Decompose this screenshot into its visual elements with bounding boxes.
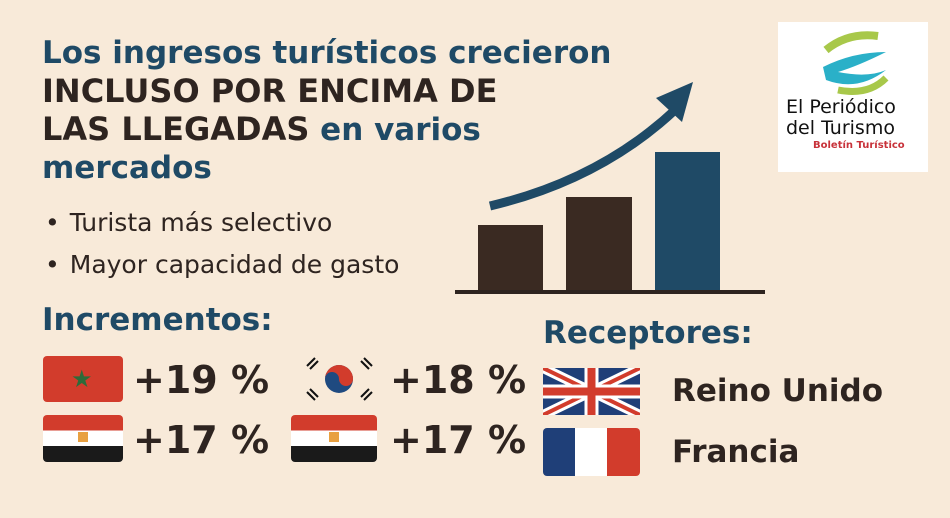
increments-heading: Incrementos: bbox=[42, 302, 273, 338]
morocco-flag: ★ bbox=[43, 356, 123, 402]
headline: Los ingresos turísticos crecieron INCLUS… bbox=[42, 34, 611, 187]
arrow-head-icon bbox=[656, 82, 693, 122]
growth-chart-illustration bbox=[455, 82, 765, 294]
globe-arrows-icon bbox=[823, 31, 889, 95]
trend-arrow bbox=[488, 106, 679, 211]
bullet-item: Turista más selectivo bbox=[45, 208, 333, 237]
headline-line-3-bold: LAS LLEGADAS bbox=[42, 110, 310, 148]
logo-line-2: del Turismo bbox=[786, 117, 895, 139]
egypt-flag bbox=[43, 415, 123, 462]
egypt-flag bbox=[291, 415, 377, 462]
bar bbox=[478, 225, 543, 292]
increment-value: +17 % bbox=[133, 418, 270, 462]
bar bbox=[566, 197, 632, 292]
bullet-item: Mayor capacidad de gasto bbox=[45, 250, 400, 279]
logo: El Periódico del Turismo Boletín Turísti… bbox=[778, 22, 928, 172]
increment-value: +17 % bbox=[390, 418, 527, 462]
receptor-name: Francia bbox=[672, 434, 800, 470]
bar bbox=[655, 152, 720, 292]
logo-line-1: El Periódico bbox=[786, 96, 896, 118]
increment-value: +19 % bbox=[133, 358, 270, 402]
receptors-heading: Receptores: bbox=[543, 315, 753, 351]
france-flag bbox=[543, 428, 640, 476]
headline-line-1: Los ingresos turísticos crecieron bbox=[42, 35, 612, 71]
south-korea-flag bbox=[306, 357, 373, 401]
receptor-name: Reino Unido bbox=[672, 373, 884, 409]
headline-line-4: mercados bbox=[42, 150, 212, 186]
headline-line-3-rest: en varios bbox=[309, 112, 481, 148]
headline-line-2: INCLUSO POR ENCIMA DE bbox=[42, 72, 498, 110]
logo-tagline: Boletín Turístico bbox=[813, 140, 905, 151]
increment-value: +18 % bbox=[390, 358, 527, 402]
uk-flag bbox=[543, 368, 640, 415]
